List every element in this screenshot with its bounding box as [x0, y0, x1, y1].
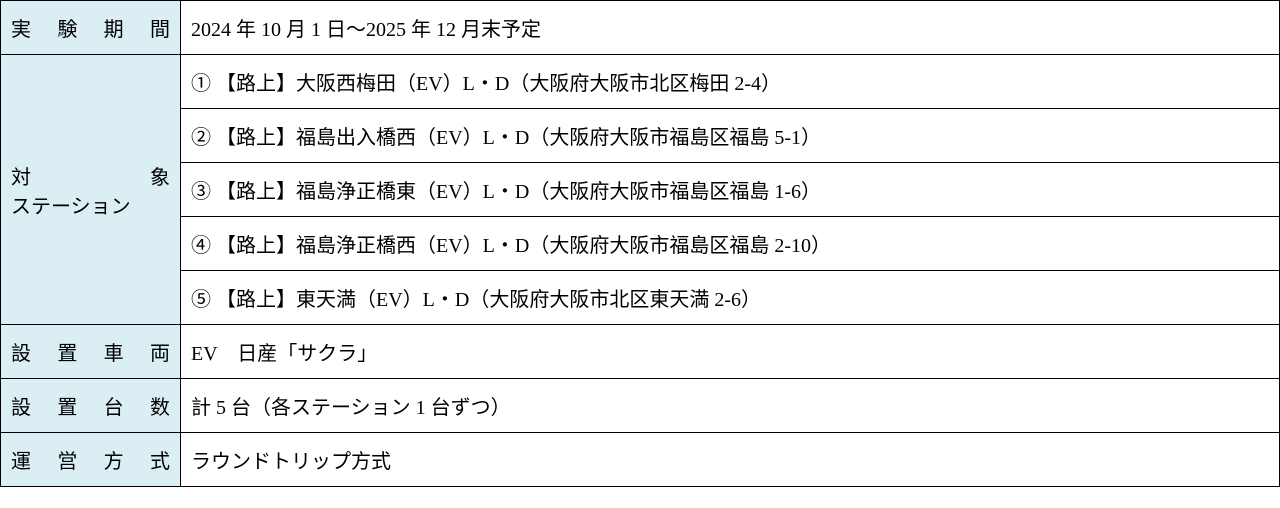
- table-row: ② 【路上】福島出入橋西（EV）L・D（大阪府大阪市福島区福島 5-1）: [1, 109, 1280, 163]
- row-value-period: 2024 年 10 月 1 日～2025 年 12 月末予定: [181, 1, 1280, 55]
- table-row: ④ 【路上】福島浄正橋西（EV）L・D（大阪府大阪市福島区福島 2-10）: [1, 217, 1280, 271]
- row-header-operation: 運営方式: [1, 433, 181, 487]
- station-item: ④ 【路上】福島浄正橋西（EV）L・D（大阪府大阪市福島区福島 2-10）: [181, 217, 1280, 271]
- row-header-count: 設置台数: [1, 379, 181, 433]
- table-row: ③ 【路上】福島浄正橋東（EV）L・D（大阪府大阪市福島区福島 1-6）: [1, 163, 1280, 217]
- station-item: ② 【路上】福島出入橋西（EV）L・D（大阪府大阪市福島区福島 5-1）: [181, 109, 1280, 163]
- info-table: 実験期間 2024 年 10 月 1 日～2025 年 12 月末予定 対象 ス…: [0, 0, 1280, 487]
- table-row: 運営方式 ラウンドトリップ方式: [1, 433, 1280, 487]
- table-row: 対象 ステーション ① 【路上】大阪西梅田（EV）L・D（大阪府大阪市北区梅田 …: [1, 55, 1280, 109]
- row-value-count: 計 5 台（各ステーション 1 台ずつ）: [181, 379, 1280, 433]
- row-header-stations-line2: ステーション: [11, 190, 170, 219]
- row-header-stations: 対象 ステーション: [1, 55, 181, 325]
- station-item: ③ 【路上】福島浄正橋東（EV）L・D（大阪府大阪市福島区福島 1-6）: [181, 163, 1280, 217]
- row-header-stations-line1: 対象: [11, 161, 170, 190]
- row-header-period: 実験期間: [1, 1, 181, 55]
- row-value-operation: ラウンドトリップ方式: [181, 433, 1280, 487]
- row-header-vehicle: 設置車両: [1, 325, 181, 379]
- table-row: 設置車両 EV 日産「サクラ」: [1, 325, 1280, 379]
- table-row: 設置台数 計 5 台（各ステーション 1 台ずつ）: [1, 379, 1280, 433]
- station-item: ① 【路上】大阪西梅田（EV）L・D（大阪府大阪市北区梅田 2-4）: [181, 55, 1280, 109]
- table-row: 実験期間 2024 年 10 月 1 日～2025 年 12 月末予定: [1, 1, 1280, 55]
- table-row: ⑤ 【路上】東天満（EV）L・D（大阪府大阪市北区東天満 2-6）: [1, 271, 1280, 325]
- row-value-vehicle: EV 日産「サクラ」: [181, 325, 1280, 379]
- station-item: ⑤ 【路上】東天満（EV）L・D（大阪府大阪市北区東天満 2-6）: [181, 271, 1280, 325]
